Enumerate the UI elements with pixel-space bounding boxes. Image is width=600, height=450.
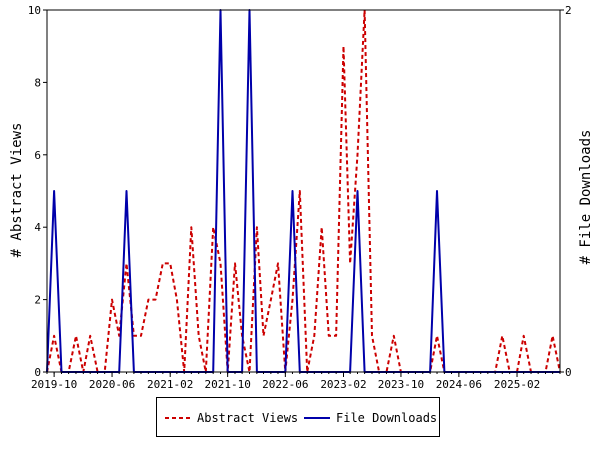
series-line-file-downloads — [46, 9, 560, 373]
series-layer — [46, 9, 561, 373]
x-tick-label: 2021-02 — [147, 378, 193, 391]
x-tick-label: 2022-06 — [262, 378, 308, 391]
legend-label-file-downloads: File Downloads — [336, 411, 438, 425]
y-left-tick-label: 2 — [34, 294, 41, 307]
y-left-tick-label: 0 — [34, 366, 41, 379]
y-left-axis-title: # Abstract Views — [9, 123, 25, 258]
y-right-tick-label: 0 — [565, 366, 572, 379]
legend-label-abstract-views: Abstract Views — [197, 411, 299, 425]
y-left-tick-label: 4 — [34, 221, 41, 234]
x-tick-label: 2023-02 — [320, 378, 366, 391]
legend: Abstract Views File Downloads — [156, 397, 440, 437]
x-tick-label: 2020-06 — [89, 378, 135, 391]
abstract-views-swatch — [165, 417, 191, 419]
series-line-abstract-views — [46, 9, 561, 373]
x-tick-label: 2021-10 — [204, 378, 250, 391]
x-tick-label: 2023-10 — [378, 378, 424, 391]
y-left-tick-label: 8 — [34, 76, 41, 89]
x-tick-label: 2019-10 — [31, 378, 77, 391]
y-left-tick-label: 10 — [28, 4, 41, 17]
axes-layer: 0 2 4 6 8 10 0 2 2019-10 2020-06 2021-02 2021-10 202… — [28, 4, 572, 391]
x-tick-label: 2025-02 — [494, 378, 540, 391]
x-tick-label: 2024-06 — [436, 378, 482, 391]
file-downloads-swatch — [304, 417, 330, 419]
y-left-tick-label: 6 — [34, 149, 41, 162]
y-right-axis-title: # File Downloads — [578, 130, 594, 265]
y-right-tick-label: 2 — [565, 4, 572, 17]
